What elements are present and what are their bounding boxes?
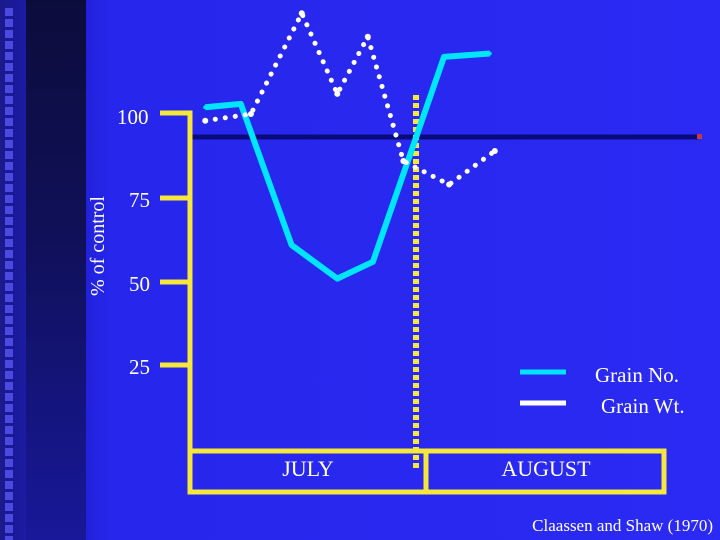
data-point-grain-wt-5: [400, 158, 407, 165]
decorative-square: [5, 151, 13, 159]
decorative-square: [5, 536, 13, 540]
decorative-square: [5, 173, 13, 181]
data-point-grain-no-1: [238, 101, 243, 106]
decorative-square: [5, 371, 13, 379]
decorative-square: [5, 448, 13, 456]
data-point-grain-wt-4: [364, 33, 371, 40]
decorative-square: [5, 85, 13, 93]
data-point-grain-wt-0: [202, 117, 209, 124]
data-point-grain-no-6: [487, 51, 492, 56]
data-point-grain-no-4: [370, 259, 375, 264]
decorative-square: [5, 162, 13, 170]
decorative-square: [5, 382, 13, 390]
decorative-square: [5, 294, 13, 302]
decorative-square: [5, 96, 13, 104]
month-label-july: JULY: [282, 456, 334, 481]
series-layer: [202, 7, 498, 282]
data-point-grain-wt-7: [491, 147, 498, 154]
decorative-square: [5, 459, 13, 467]
decorative-square: [5, 481, 13, 489]
decorative-square: [5, 250, 13, 258]
decorative-square: [5, 514, 13, 522]
data-point-grain-no-5: [442, 54, 446, 59]
data-point-grain-wt-6: [446, 181, 453, 188]
series-line-grain-wt: [202, 7, 498, 188]
decorative-square: [5, 239, 13, 247]
decorative-square: [5, 426, 13, 434]
data-point-grain-wt-3: [334, 90, 341, 97]
decorative-square: [5, 470, 13, 478]
legend-label-grain-wt: Grain Wt.: [601, 394, 685, 418]
decorative-square: [5, 283, 13, 291]
legend-label-grain-no: Grain No.: [595, 363, 679, 387]
decorative-square: [5, 404, 13, 412]
data-point-grain-no-2: [289, 243, 294, 248]
series-line-grain-no: [204, 50, 490, 282]
y-tick-label-50: 50: [129, 272, 150, 296]
decorative-square: [5, 393, 13, 401]
data-point-grain-wt-2: [298, 10, 305, 17]
reference-line-end-marker: [697, 134, 702, 139]
decorative-square: [5, 63, 13, 71]
decorative-square: [5, 349, 13, 357]
decorative-square: [5, 360, 13, 368]
decorative-square: [5, 206, 13, 214]
data-point-grain-no-0: [203, 105, 208, 110]
decorative-square: [5, 305, 13, 313]
decorative-square: [5, 30, 13, 38]
decorative-square: [5, 107, 13, 115]
decorative-square: [5, 195, 13, 203]
decorative-square: [5, 8, 13, 16]
decorative-square: [5, 217, 13, 225]
decorative-square: [5, 316, 13, 324]
decorative-square: [5, 327, 13, 335]
citation: Claassen and Shaw (1970): [532, 516, 713, 535]
decorative-square: [5, 118, 13, 126]
decorative-square: [5, 503, 13, 511]
y-axis-label: % of control: [87, 196, 109, 296]
decorative-square: [5, 184, 13, 192]
decorative-square: [5, 52, 13, 60]
decorative-square: [5, 19, 13, 27]
decorative-square: [5, 140, 13, 148]
decorative-square: [5, 41, 13, 49]
data-point-grain-wt-1: [247, 111, 254, 117]
y-axis: [160, 110, 193, 492]
y-tick-label-25: 25: [129, 355, 150, 379]
decorative-square: [5, 228, 13, 236]
y-tick-label-100: 100: [117, 105, 149, 129]
data-point-grain-no-3: [335, 276, 340, 281]
decorative-square: [5, 272, 13, 280]
decorative-square: [5, 129, 13, 137]
decorative-square: [5, 338, 13, 346]
decorative-square: [5, 74, 13, 82]
y-tick-label-75: 75: [129, 188, 150, 212]
decorative-square-strip: [5, 8, 13, 540]
decorative-square: [5, 492, 13, 500]
decorative-square: [5, 415, 13, 423]
decorative-square: [5, 525, 13, 533]
decorative-square: [5, 261, 13, 269]
decorative-dark-band: [26, 0, 86, 540]
month-label-august: AUGUST: [501, 456, 591, 481]
decorative-square: [5, 437, 13, 445]
